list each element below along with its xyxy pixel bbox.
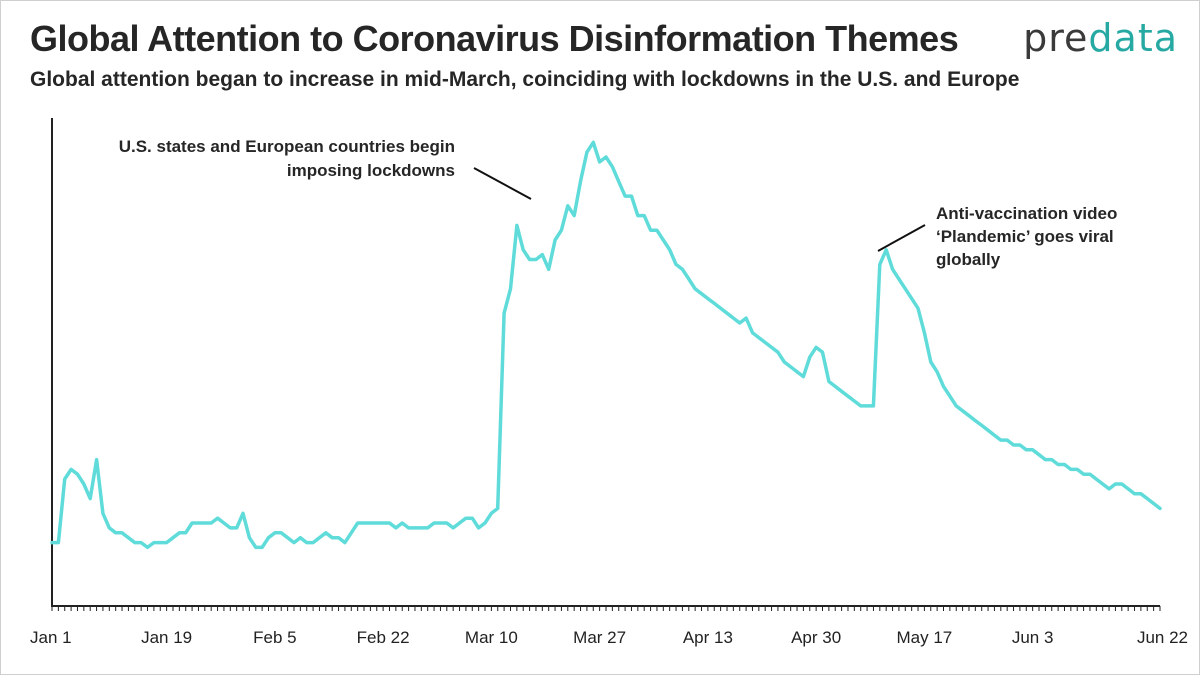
predata-logo: predata (1023, 16, 1178, 60)
x-tick-label: Jan 1 (30, 628, 72, 647)
annotation-line: ‘Plandemic’ goes viral (936, 227, 1114, 246)
x-tick-label: Jun 22 (1137, 628, 1188, 647)
x-tick-label: Feb 5 (253, 628, 296, 647)
x-tick-label: Jun 3 (1012, 628, 1054, 647)
annotation-lockdowns: U.S. states and European countries begin… (119, 137, 455, 180)
x-tick-label: May 17 (897, 628, 953, 647)
x-tick-label: Feb 22 (357, 628, 410, 647)
annotation-line: Anti-vaccination video (936, 204, 1117, 223)
attention-series-line (50, 140, 1162, 550)
page-subtitle: Global attention began to increase in mi… (30, 68, 1020, 91)
annotation-plandemic: Anti-vaccination video ‘Plandemic’ goes v… (936, 204, 1117, 269)
annotation-line: U.S. states and European countries begin (119, 137, 455, 156)
x-tick-label: Mar 27 (573, 628, 626, 647)
page-title: Global Attention to Coronavirus Disinfor… (30, 18, 959, 59)
x-tick-label: Jan 19 (141, 628, 192, 647)
annotation-lockdowns-leader (473, 167, 532, 200)
x-tick-label: Apr 30 (791, 628, 841, 647)
chart-series (50, 140, 1162, 550)
chart-axes (51, 118, 1160, 607)
chart-annotations: U.S. states and European countries begin… (119, 137, 1118, 269)
annotation-line: imposing lockdowns (287, 161, 455, 180)
x-axis-ticks (51, 606, 1161, 611)
x-tick-label: Mar 10 (465, 628, 518, 647)
logo-text-pre: pre (1023, 16, 1089, 60)
x-axis-tick-labels: Jan 1 Jan 19 Feb 5 Feb 22 Mar 10 Mar 27 Apr 13… (30, 628, 1188, 647)
annotation-line: globally (936, 250, 1001, 269)
annotation-plandemic-leader (877, 224, 926, 252)
logo-text-data: data (1088, 16, 1178, 60)
x-tick-label: Apr 13 (683, 628, 733, 647)
